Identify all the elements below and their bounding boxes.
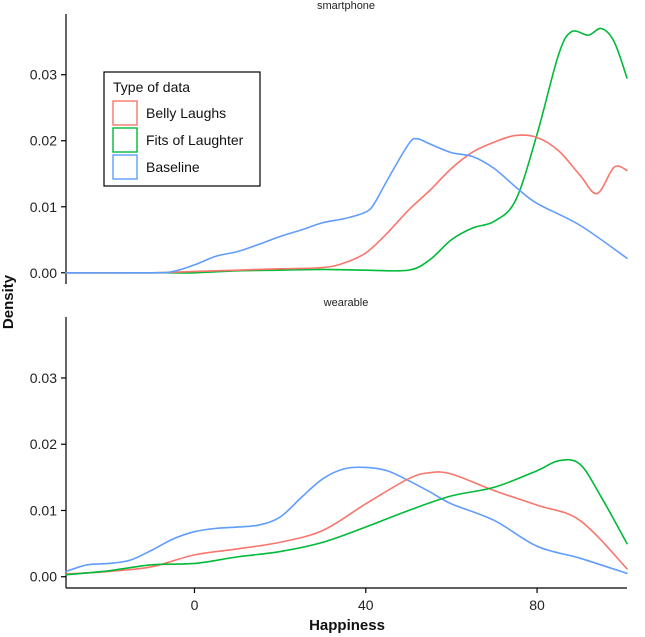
y-tick-label: 0.00 [30, 265, 57, 281]
panel-title-wearable: wearable [323, 297, 369, 309]
y-tick-label: 0.03 [30, 370, 57, 386]
legend-label-belly-laughs: Belly Laughs [146, 105, 226, 121]
x-axis-title: Happiness [309, 617, 385, 634]
legend-title: Type of data [113, 79, 190, 95]
legend-key-fits-of-laughter [112, 127, 138, 153]
y-tick-label: 0.02 [30, 133, 57, 149]
legend-label-fits-of-laughter: Fits of Laughter [146, 132, 244, 148]
series-line-baseline-smartphone [65, 137, 628, 274]
legend-label-baseline: Baseline [146, 159, 200, 175]
y-tick-label: 0.01 [30, 199, 57, 215]
y-axis-title: Density [0, 274, 17, 329]
series-line-baseline-wearable [65, 466, 628, 575]
legend-key-belly-laughs [112, 100, 138, 126]
series-lines-wearable [65, 458, 628, 576]
y-ticks-wearable: 0.00 0.01 0.02 0.03 [30, 370, 66, 585]
series-line-fits-of-laughter-wearable [65, 458, 628, 576]
y-tick-label: 0.00 [30, 569, 57, 585]
y-tick-label: 0.01 [30, 502, 57, 518]
x-ticks: 0 40 80 [191, 588, 545, 613]
legend-key-baseline [112, 154, 138, 180]
panel-smartphone: smartphone 0.00 0.01 0.02 0.03 [30, 0, 628, 284]
x-tick-label: 40 [358, 597, 374, 613]
series-line-belly-laughs-wearable [65, 471, 628, 575]
panel-wearable: wearable 0.00 0.01 0.02 0.03 0 40 80 [30, 297, 628, 613]
x-tick-label: 80 [529, 597, 545, 613]
y-ticks-smartphone: 0.00 0.01 0.02 0.03 [30, 67, 66, 281]
series-line-belly-laughs-smartphone [65, 134, 628, 274]
legend: Type of data Belly Laughs Fits of Laughte… [103, 71, 261, 187]
panel-title-smartphone: smartphone [317, 0, 375, 12]
y-tick-label: 0.02 [30, 436, 57, 452]
x-tick-label: 0 [191, 597, 199, 613]
legend-items: Belly Laughs Fits of Laughter Baseline [112, 100, 244, 180]
series-lines-smartphone [65, 27, 628, 274]
y-tick-label: 0.03 [30, 67, 57, 83]
